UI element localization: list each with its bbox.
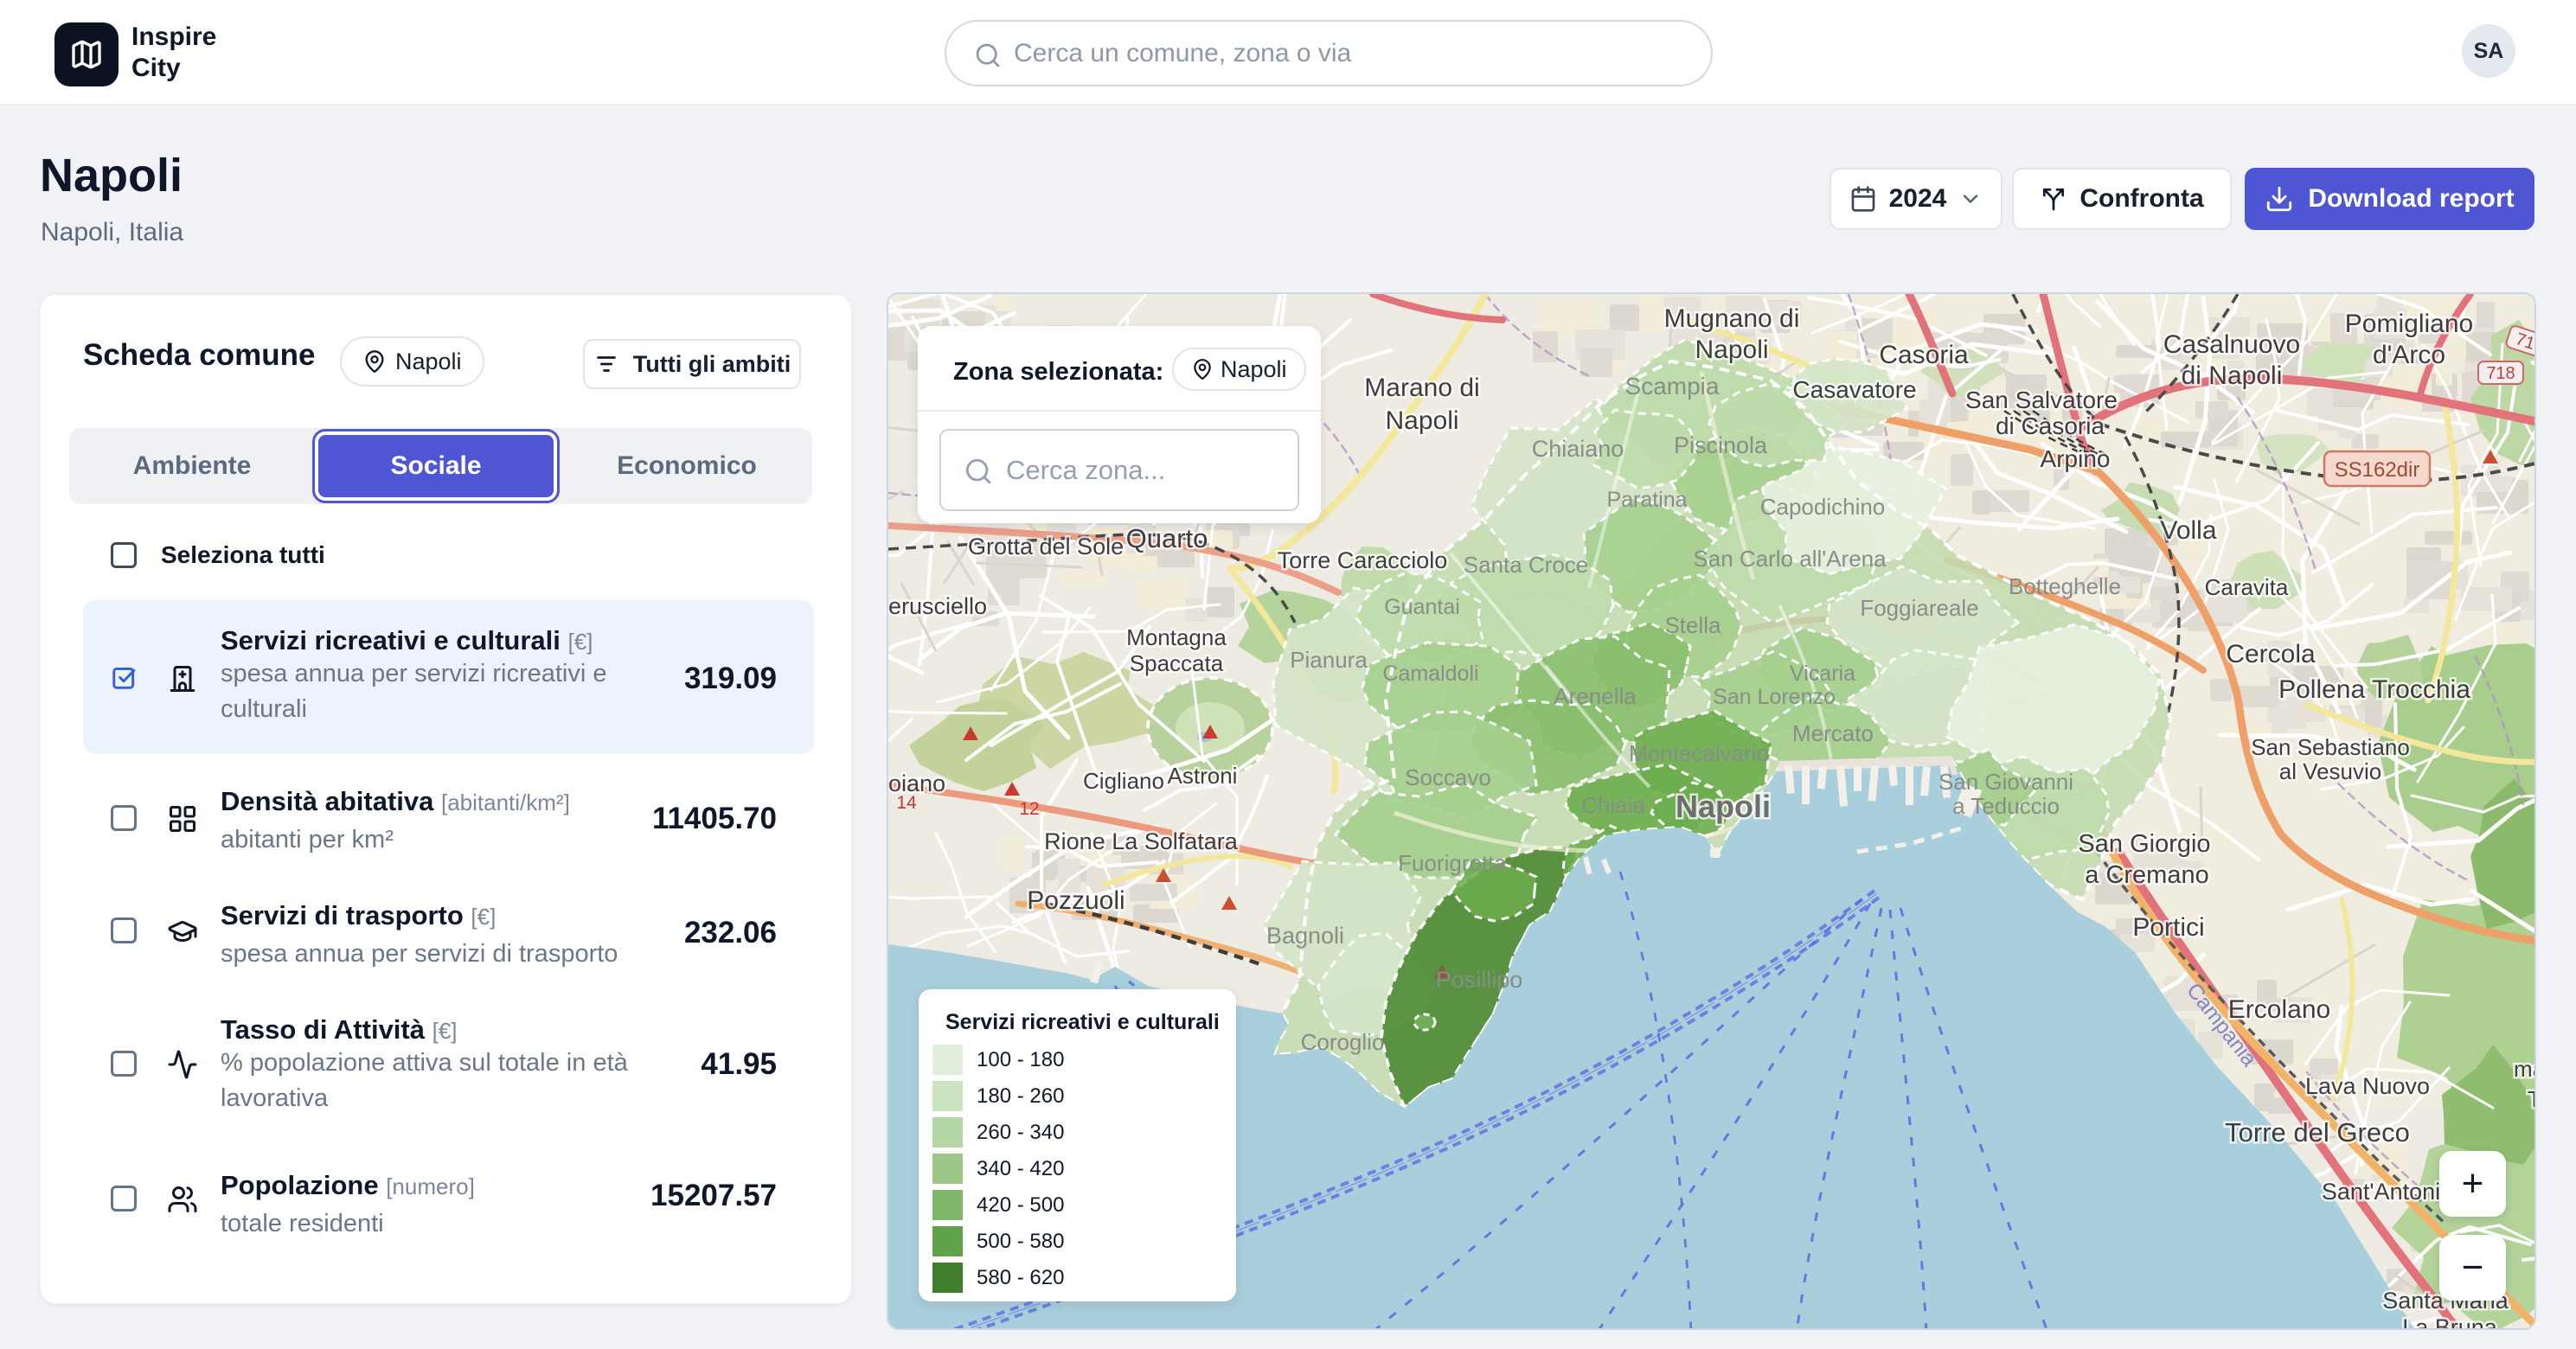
svg-text:Guantai: Guantai (1384, 595, 1460, 619)
svg-text:Fuorigrotta: Fuorigrotta (1398, 850, 1507, 876)
svg-text:Posillipo: Posillipo (1436, 967, 1523, 993)
svg-text:Piscinola: Piscinola (1674, 432, 1768, 458)
svg-text:Caravita: Caravita (2205, 574, 2289, 600)
svg-text:Rione La Solfatara: Rione La Solfatara (1044, 828, 1239, 854)
svg-text:al Vesuvio: al Vesuvio (2279, 758, 2382, 784)
svg-text:Mercato: Mercato (1792, 720, 1874, 746)
svg-text:Santa Croce: Santa Croce (1464, 552, 1589, 578)
svg-text:mal: mal (2514, 1056, 2536, 1082)
svg-text:Napoli: Napoli (1385, 406, 1458, 435)
svg-text:Napoli: Napoli (1695, 336, 1768, 364)
svg-text:La Bruna: La Bruna (2402, 1314, 2498, 1330)
svg-text:Montecalvario: Montecalvario (1629, 740, 1769, 766)
svg-text:Lava Nuovo: Lava Nuovo (2305, 1073, 2430, 1099)
svg-text:Casoria: Casoria (1879, 341, 1969, 369)
svg-text:di Napoli: di Napoli (2182, 361, 2283, 390)
svg-text:SS162dir: SS162dir (2335, 458, 2420, 482)
svg-text:Casavatore: Casavatore (1792, 376, 1916, 403)
svg-text:San Lorenzo: San Lorenzo (1713, 685, 1836, 709)
svg-text:Paratina: Paratina (1606, 488, 1687, 512)
svg-text:d'Arco: d'Arco (2373, 341, 2445, 369)
svg-text:Chiaiano: Chiaiano (1532, 436, 1624, 462)
svg-text:Quarto: Quarto (1126, 523, 1208, 553)
svg-text:oiano: oiano (888, 770, 945, 796)
svg-text:Soccavo: Soccavo (1405, 764, 1491, 790)
svg-text:T: T (2528, 1086, 2536, 1112)
svg-text:14: 14 (896, 793, 917, 813)
svg-text:San Giorgio: San Giorgio (2078, 830, 2210, 858)
svg-text:Bagnoli: Bagnoli (1266, 923, 1344, 949)
svg-text:Montagna: Montagna (1126, 624, 1227, 650)
svg-text:Mugnano di: Mugnano di (1664, 304, 1800, 333)
svg-text:San Sebastiano: San Sebastiano (2251, 734, 2410, 760)
svg-text:Camaldoli: Camaldoli (1382, 662, 1478, 686)
svg-text:a Teduccio: a Teduccio (1952, 793, 2060, 819)
svg-text:Pomigliano: Pomigliano (2345, 310, 2473, 338)
svg-text:Foggiareale: Foggiareale (1860, 595, 1978, 621)
svg-text:Portici: Portici (2132, 913, 2204, 942)
svg-text:San Salvatore: San Salvatore (1965, 387, 2118, 413)
svg-text:Torre Caracciolo: Torre Caracciolo (1278, 547, 1448, 573)
svg-text:Marano di: Marano di (1364, 374, 1479, 402)
svg-text:Scampia: Scampia (1625, 373, 1720, 400)
svg-text:Pozzuoli: Pozzuoli (1027, 886, 1125, 915)
svg-text:12: 12 (1019, 799, 1039, 819)
svg-text:Spaccata: Spaccata (1130, 650, 1224, 676)
svg-text:Casalnuovo: Casalnuovo (2163, 330, 2300, 359)
svg-text:Arpino: Arpino (2041, 445, 2111, 472)
svg-text:Volla: Volla (2160, 516, 2216, 545)
svg-text:Astroni: Astroni (1168, 763, 1238, 789)
svg-text:Vicaria: Vicaria (1790, 662, 1855, 686)
svg-text:Napoli: Napoli (1676, 789, 1771, 824)
svg-text:Stella: Stella (1664, 612, 1721, 638)
svg-text:Cercola: Cercola (2226, 640, 2316, 668)
svg-text:Grotta del Sole: Grotta del Sole (968, 534, 1124, 559)
svg-text:Botteghelle: Botteghelle (2009, 573, 2121, 599)
svg-text:Coroglio: Coroglio (1301, 1029, 1385, 1055)
svg-text:di Casoria: di Casoria (1996, 412, 2105, 439)
svg-text:Pianura: Pianura (1290, 647, 1368, 673)
svg-text:San Giovanni: San Giovanni (1938, 769, 2073, 795)
svg-text:718: 718 (2486, 364, 2515, 383)
svg-text:San Carlo all'Arena: San Carlo all'Arena (1693, 546, 1887, 572)
svg-text:Capodichino: Capodichino (1760, 494, 1886, 520)
svg-text:Ercolano: Ercolano (2228, 995, 2330, 1024)
svg-text:erusciello: erusciello (888, 593, 987, 619)
svg-text:Arenella: Arenella (1554, 683, 1637, 709)
svg-text:Cigliano: Cigliano (1083, 768, 1164, 794)
svg-text:Torre del Greco: Torre del Greco (2225, 1117, 2410, 1148)
svg-text:a Cremano: a Cremano (2085, 861, 2208, 889)
svg-text:Pollena Trocchia: Pollena Trocchia (2278, 675, 2470, 704)
svg-text:Chiaia: Chiaia (1581, 792, 1645, 818)
svg-text:Sant'Antonio: Sant'Antonio (2322, 1179, 2453, 1205)
